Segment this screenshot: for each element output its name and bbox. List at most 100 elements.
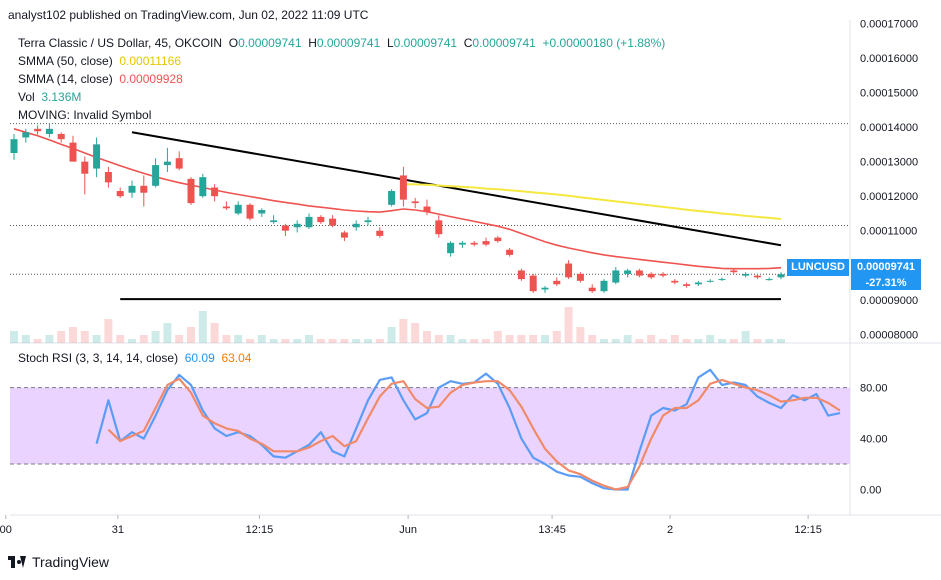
candle: [694, 280, 702, 286]
candle-body: [494, 237, 502, 242]
candle: [175, 151, 183, 171]
volume-bar: [57, 331, 66, 343]
time-tick-label: 13:45: [538, 524, 566, 536]
candle: [140, 175, 148, 207]
legend-smma50-value: 0.00011166: [119, 54, 181, 68]
volume-bar: [69, 327, 77, 343]
candle: [742, 272, 750, 278]
candle: [399, 166, 407, 207]
candle-body: [470, 242, 478, 245]
volume-bar: [505, 335, 514, 343]
stoch-k-value: 60.09: [184, 351, 215, 365]
candle-body: [517, 270, 525, 280]
price-tick-label: 0.00011000: [860, 226, 917, 238]
candle-body: [600, 280, 608, 292]
volume-bar: [364, 339, 372, 343]
volume-bar: [163, 323, 172, 343]
tradingview-logo[interactable]: TradingView: [8, 554, 109, 570]
candle: [529, 273, 537, 293]
volume-bar: [257, 335, 266, 343]
candle-body: [352, 223, 360, 228]
candle: [506, 248, 514, 257]
candle-body: [222, 206, 230, 209]
candle-body: [187, 178, 195, 204]
volume-bar: [670, 335, 679, 343]
candle: [706, 279, 714, 283]
candle-body: [81, 161, 89, 174]
candle: [340, 230, 348, 242]
candle-body: [364, 220, 372, 223]
volume-bar: [281, 339, 290, 343]
volume-bar: [269, 339, 278, 343]
volume-bar: [541, 335, 549, 343]
candle: [423, 199, 431, 216]
candle: [517, 268, 525, 281]
candle: [222, 201, 230, 210]
legend-moving-label: MOVING: Invalid Symbol: [18, 108, 152, 122]
volume-bar: [375, 339, 384, 343]
legend-smma14-value: 0.00009928: [119, 72, 183, 86]
volume-bar: [777, 339, 785, 343]
volume-bar: [246, 339, 254, 343]
volume-bar: [305, 335, 313, 343]
time-tick-label: 12:15: [246, 524, 274, 536]
candle-body: [293, 223, 301, 228]
candle: [270, 215, 278, 224]
candle-body: [411, 201, 419, 204]
candle-body: [541, 287, 549, 290]
volume-bar: [529, 335, 538, 343]
candle: [352, 220, 360, 231]
volume-bar: [600, 339, 608, 343]
volume-bar: [210, 323, 219, 343]
candle: [163, 147, 171, 172]
price-tick-label: 0.00009000: [860, 295, 918, 307]
time-tick-label: 2: [667, 524, 673, 536]
candle-body: [199, 177, 207, 197]
candle-body: [742, 273, 750, 276]
candle: [187, 177, 195, 205]
volume-bar: [328, 339, 337, 343]
candle-body: [211, 187, 219, 197]
candle: [293, 220, 301, 233]
candle: [482, 237, 490, 247]
candle: [81, 156, 89, 195]
candle: [69, 135, 77, 162]
volume-bar: [718, 339, 726, 343]
stoch-legend: Stoch RSI (3, 3, 14, 14, close) 60.09 63…: [18, 351, 251, 365]
candle-body: [588, 287, 596, 292]
candle-body: [435, 220, 443, 235]
candle: [128, 180, 136, 198]
candle-body: [624, 270, 632, 274]
price-tick-label: 0.00015000: [860, 88, 918, 100]
candle: [435, 215, 443, 238]
candle: [553, 277, 561, 286]
volume-bar: [741, 331, 750, 343]
candle: [305, 213, 313, 229]
legend-low-label: L: [386, 36, 394, 50]
candle-body: [447, 242, 455, 254]
candle: [588, 284, 596, 293]
price-tag: 0.00009741: [851, 259, 921, 276]
volume-bar: [458, 339, 467, 343]
legend-vol-row: Vol 3.136M: [18, 88, 665, 106]
volume-bar: [635, 339, 644, 343]
candle-body: [730, 270, 738, 273]
candle-body: [305, 216, 313, 228]
candle-body: [576, 273, 584, 281]
stoch-tick-label: 40.00: [860, 434, 888, 446]
candle-body: [777, 274, 785, 278]
candle: [458, 241, 466, 248]
candle: [753, 273, 761, 280]
candle-body: [258, 210, 266, 214]
volume-bar: [10, 331, 18, 343]
stoch-d-value: 63.04: [221, 351, 252, 365]
candle-body: [104, 172, 112, 183]
candle: [45, 123, 53, 138]
candle-body: [128, 185, 136, 193]
legend-symbol-row: Terra Classic / US Dollar, 45, OKCOIN O0…: [18, 34, 665, 52]
candle-body: [270, 220, 278, 223]
volume-bar: [706, 335, 715, 343]
candle: [647, 272, 655, 280]
candle: [447, 241, 455, 257]
